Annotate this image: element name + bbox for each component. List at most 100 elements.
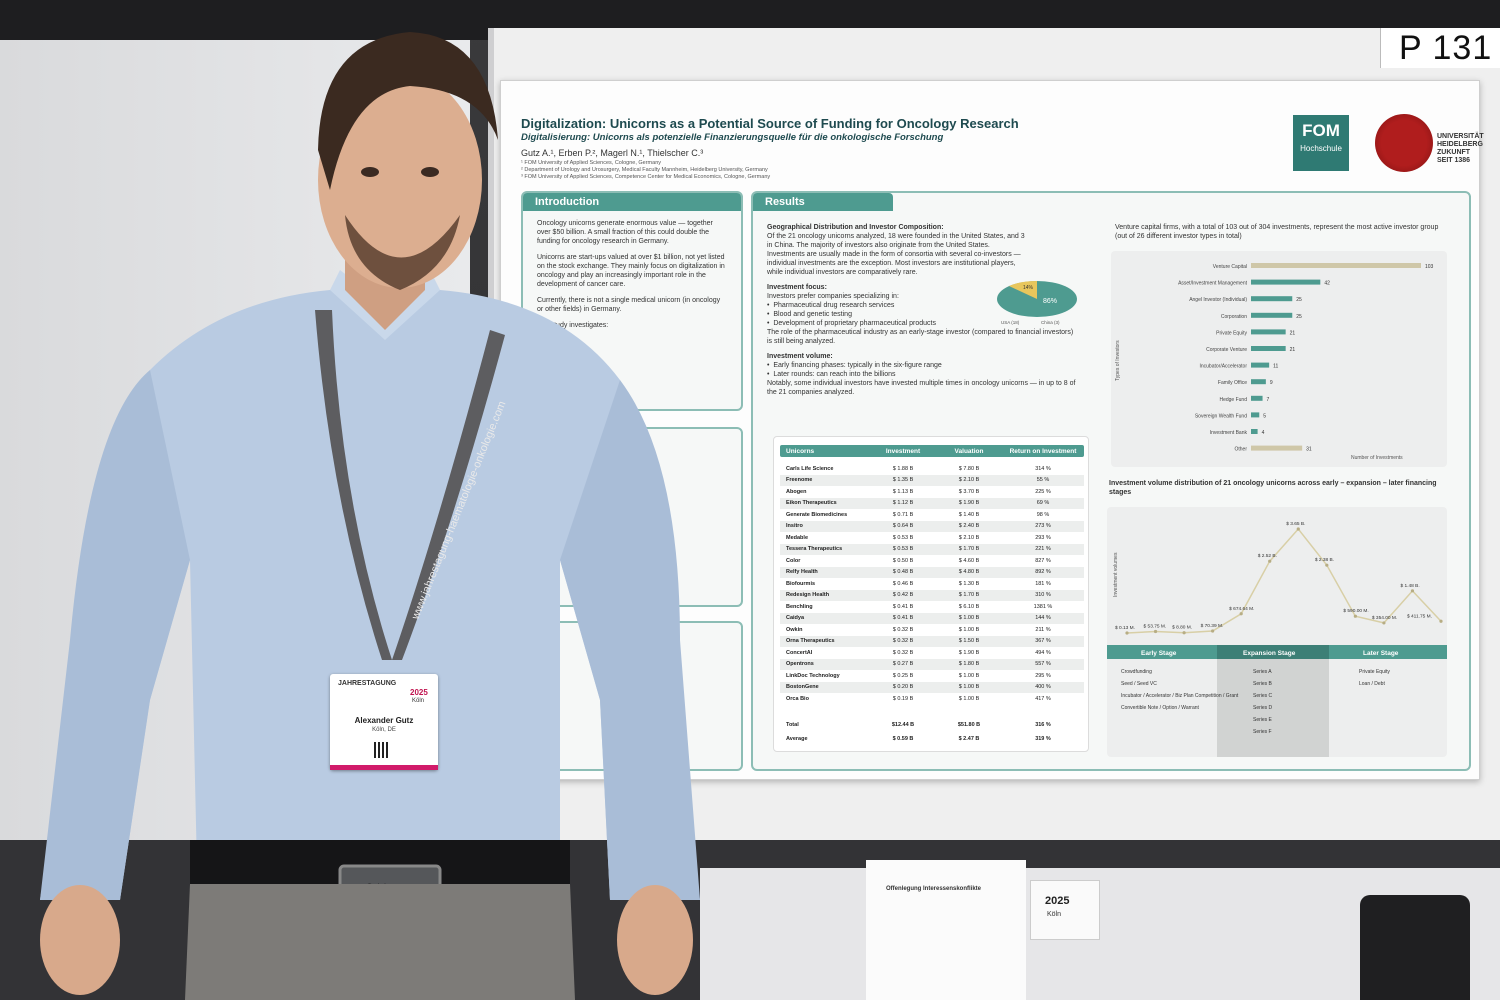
bar bbox=[1251, 329, 1286, 335]
pie-label-china: 14% bbox=[1023, 285, 1034, 291]
bar-value-label: 7 bbox=[1267, 397, 1270, 403]
table-cell: $ 1.00 B bbox=[958, 684, 980, 691]
table-cell: 400 % bbox=[1035, 684, 1051, 691]
investor-bar-chart: Venture Capital 103 Asset/Investment Manag… bbox=[1111, 251, 1447, 467]
table-cell: $ 1.70 B bbox=[958, 546, 980, 553]
focus-item: • Blood and genetic testing bbox=[767, 311, 852, 318]
vc-text: Venture capital firms, with a total of 1… bbox=[1115, 224, 1439, 240]
line-point bbox=[1125, 631, 1129, 635]
table-row: Carls Life Science $ 1.88 B $ 7.80 B 314 % bbox=[780, 463, 1084, 475]
bar-category-label: Private Equity bbox=[1216, 330, 1247, 336]
table-header: Unicorns Investment Valuation Return on … bbox=[780, 445, 1084, 457]
stage-item: Loan / Debt bbox=[1359, 681, 1385, 687]
bar-category-label: Asset/Investment Management bbox=[1178, 281, 1248, 287]
table-header-cell: Unicorns bbox=[786, 447, 815, 455]
table-cell: $ 0.53 B bbox=[892, 534, 914, 541]
trash-bin bbox=[1360, 895, 1470, 1000]
table-cell: $ 0.64 B bbox=[892, 523, 914, 530]
table-cell: $ 0.32 B bbox=[892, 638, 914, 645]
line-point bbox=[1325, 563, 1329, 567]
university-name: UNIVERSITÄT HEIDELBERG ZUKUNFT SEIT 1386 bbox=[1437, 133, 1484, 164]
qr-code-icon bbox=[374, 742, 390, 758]
table-row: Generate Biomedicines $ 0.71 B $ 1.40 B 98 … bbox=[780, 509, 1084, 521]
stage-item: Seed / Seed VC bbox=[1121, 681, 1157, 687]
table-cell: Caidya bbox=[786, 615, 805, 622]
table-cell: $ 4.60 B bbox=[958, 557, 980, 564]
table-cell: $ 1.90 B bbox=[958, 649, 980, 656]
bar bbox=[1251, 279, 1321, 285]
bar bbox=[1251, 395, 1263, 401]
line-point bbox=[1268, 559, 1272, 563]
stage-line-chart: $ 0.13 M. $ 53.75 M. $ 8.80 M. $ 70.39 M. $ … bbox=[1107, 507, 1447, 757]
table-row: Orca Bio $ 0.19 B $ 1.00 B 417 % bbox=[780, 693, 1084, 705]
table-cell: 827 % bbox=[1035, 557, 1051, 564]
sheet-year: 2025 bbox=[1045, 895, 1070, 907]
bar bbox=[1251, 263, 1421, 268]
bar-category-label: Angel Investor (Individual) bbox=[1189, 297, 1247, 303]
table-cell: $ 1.90 B bbox=[958, 500, 980, 507]
table-cell: 98 % bbox=[1036, 511, 1050, 518]
point-label: $ 674.64 M. bbox=[1229, 606, 1254, 612]
table-cell: Abogen bbox=[786, 488, 807, 495]
geo-heading: Geographical Distribution and Investor C… bbox=[767, 224, 944, 231]
affiliation: ² Department of Urology and Urosurgery, … bbox=[521, 167, 768, 173]
table-cell: $ 1.88 B bbox=[892, 465, 914, 472]
line-point bbox=[1211, 629, 1215, 633]
table-cell: 293 % bbox=[1035, 534, 1051, 541]
table-cell: $ 1.00 B bbox=[958, 626, 980, 633]
table-cell: Relfy Health bbox=[786, 569, 818, 576]
table-row: Freenome $ 1.35 B $ 2.10 B 55 % bbox=[780, 474, 1084, 486]
table-cell: Orna Therapeutics bbox=[786, 638, 835, 645]
table-row: Tessera Therapeutics $ 0.53 B $ 1.70 B 221 … bbox=[780, 543, 1084, 555]
table-cell: 144 % bbox=[1035, 615, 1051, 622]
table-cell: $ 1.80 B bbox=[958, 661, 980, 668]
point-label: $ 0.13 M. bbox=[1115, 625, 1135, 631]
focus-item: • Pharmaceutical drug research services bbox=[767, 302, 895, 309]
stage-item: Series B bbox=[1253, 681, 1273, 687]
badge-stripe bbox=[330, 765, 438, 770]
point-label: $ 8.80 M. bbox=[1172, 625, 1192, 631]
table-row: Eikon Therapeutics $ 1.12 B $ 1.90 B 69 % bbox=[780, 497, 1084, 509]
table-cell: Insitro bbox=[786, 523, 803, 530]
table-average-row: Average $ 0.59 B $ 2.47 B 319 % bbox=[780, 733, 1084, 745]
line-chart-ylabel: Investment volumes bbox=[1113, 552, 1119, 597]
stage-item: Private Equity bbox=[1359, 669, 1390, 675]
table-cell: $ 1.30 B bbox=[958, 580, 980, 587]
poster-title: Digitalization: Unicorns as a Potential … bbox=[521, 116, 1019, 131]
table-cell: Generate Biomedicines bbox=[786, 511, 848, 518]
badge-year: 2025 bbox=[410, 688, 428, 697]
table-cell: $ 1.50 B bbox=[958, 638, 980, 645]
table-cell: Benchling bbox=[786, 603, 813, 610]
focus-intro: Investors prefer companies specializing … bbox=[767, 293, 899, 300]
table-cell: $ 2.10 B bbox=[958, 534, 980, 541]
results-text: Geographical Distribution and Investor C… bbox=[767, 223, 1097, 397]
table-cell: $ 0.41 B bbox=[892, 615, 914, 622]
table-cell: $ 0.48 B bbox=[892, 569, 914, 576]
table-cell: Tessera Therapeutics bbox=[786, 546, 843, 553]
poster-authors: Gutz A.¹, Erben P.², Magerl N.¹, Thielsc… bbox=[521, 148, 704, 158]
table-cell: Biofourmis bbox=[786, 580, 816, 587]
expansion-stage-column bbox=[1217, 645, 1329, 757]
table-cell: $ 1.00 B bbox=[958, 695, 980, 702]
table-cell: $ 6.10 B bbox=[958, 603, 980, 610]
right-sleeve bbox=[560, 380, 700, 900]
bar-value-label: 21 bbox=[1290, 330, 1296, 336]
badge-location: Köln, DE bbox=[372, 727, 396, 733]
stage-label: Expansion Stage bbox=[1243, 650, 1296, 657]
bar bbox=[1251, 296, 1293, 302]
bar-value-label: 11 bbox=[1273, 364, 1278, 370]
affiliation: ³ FOM University of Applied Sciences, Co… bbox=[521, 174, 771, 180]
table-total-row: Total $12.44 B $51.80 B 316 % bbox=[780, 719, 1084, 731]
table-header-cell: Return on Investment bbox=[1009, 447, 1077, 455]
table-cell: $ 1.35 B bbox=[892, 477, 914, 484]
point-label: $ 70.39 M. bbox=[1201, 623, 1224, 629]
beard bbox=[345, 215, 460, 290]
volume-item: • Later rounds: can reach into the billi… bbox=[767, 371, 896, 378]
line-point bbox=[1410, 589, 1415, 593]
badge-name: Alexander Gutz bbox=[354, 716, 414, 725]
table-cell: $ 0.53 B bbox=[892, 546, 914, 553]
bar-value-label: 31 bbox=[1306, 447, 1312, 453]
pie-slice-china bbox=[1009, 280, 1037, 299]
table-cell: $ 0.41 B bbox=[892, 603, 914, 610]
intro-paragraph: Currently, there is not a single medical… bbox=[537, 297, 721, 313]
